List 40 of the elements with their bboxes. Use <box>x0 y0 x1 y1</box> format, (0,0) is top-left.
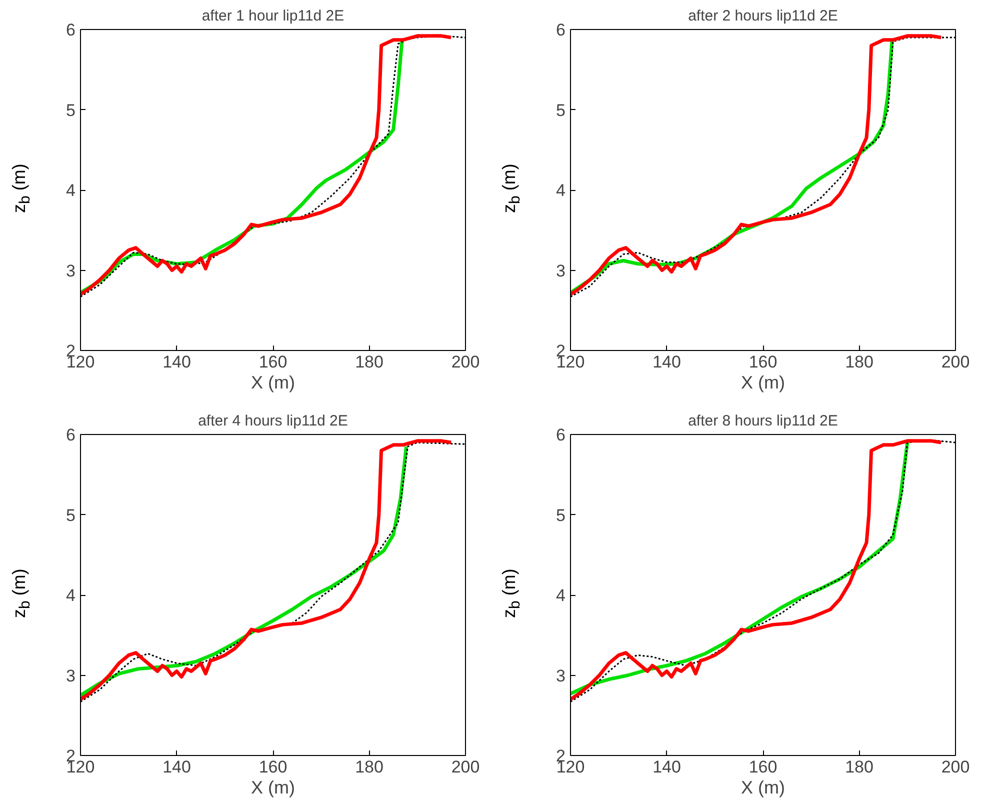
x-axis-title: X (m) <box>251 372 296 392</box>
chart-title: after 8 hours lip11d 2E <box>688 412 838 430</box>
x-tick-label: 160 <box>748 758 778 776</box>
x-tick-label: 140 <box>652 352 681 372</box>
x-tick-label: 160 <box>258 758 288 776</box>
chart-title: after 2 hours lip11d 2E <box>688 8 838 24</box>
chart-title: after 1 hour lip11d 2E <box>202 8 344 24</box>
y-tick-label: 4 <box>66 181 76 200</box>
x-tick-label: 160 <box>258 352 288 372</box>
x-tick-label: 180 <box>355 758 384 776</box>
x-tick-label: 200 <box>451 352 480 372</box>
x-tick-label: 140 <box>162 352 191 372</box>
chart-title: after 4 hours lip11d 2E <box>198 412 348 430</box>
y-tick-label: 3 <box>66 666 76 686</box>
x-axis-title: X (m) <box>741 372 786 392</box>
y-tick-label: 4 <box>66 586 76 605</box>
x-tick-label: 200 <box>941 758 970 776</box>
y-tick-label: 5 <box>66 506 76 525</box>
y-tick-label: 5 <box>66 100 76 120</box>
y-tick-label: 5 <box>556 506 566 525</box>
y-tick-label: 4 <box>556 586 566 605</box>
y-tick-label: 3 <box>556 666 566 686</box>
x-tick-label: 140 <box>162 758 191 776</box>
x-tick-label: 180 <box>355 352 384 372</box>
x-axis-title: X (m) <box>741 778 786 798</box>
x-tick-label: 180 <box>845 758 874 776</box>
y-tick-label: 4 <box>556 181 566 200</box>
y-tick-label: 5 <box>556 100 566 120</box>
x-tick-label: 160 <box>748 352 778 372</box>
x-tick-label: 200 <box>941 352 970 372</box>
y-tick-label: 6 <box>556 426 566 444</box>
y-tick-label: 3 <box>66 261 76 280</box>
y-tick-label: 6 <box>66 426 76 444</box>
y-tick-label: 3 <box>556 261 566 280</box>
x-tick-label: 200 <box>451 758 480 776</box>
y-tick-label: 6 <box>556 20 566 40</box>
x-axis-title: X (m) <box>251 778 296 798</box>
x-tick-label: 180 <box>845 352 874 372</box>
x-tick-label: 140 <box>652 758 681 776</box>
y-tick-label: 6 <box>66 20 76 40</box>
